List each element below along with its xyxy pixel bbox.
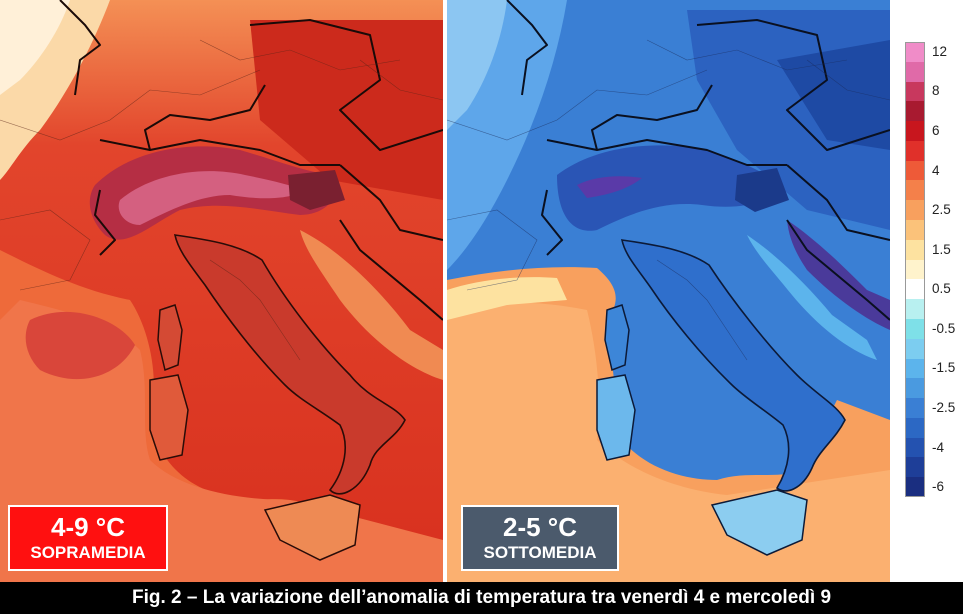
map-warm-anomaly xyxy=(0,0,443,582)
anomaly-label-cold: SOTTOMEDIA xyxy=(483,543,597,562)
anomaly-range-warm: 4-9 °C xyxy=(51,512,125,542)
color-legend: 12 8 6 4 2.5 1.5 0.5 -0.5 -1.5 -2.5 -4 -6 xyxy=(905,42,963,498)
legend-swatch xyxy=(905,279,925,300)
map-cold-anomaly xyxy=(447,0,890,582)
legend-swatch xyxy=(905,220,925,241)
legend-tick-label: 2.5 xyxy=(932,202,951,218)
legend-swatch xyxy=(905,378,925,399)
legend-swatch xyxy=(905,42,925,63)
legend-swatch xyxy=(905,299,925,320)
legend-tick-label: 1.5 xyxy=(932,241,951,257)
legend-swatch xyxy=(905,318,925,340)
legend-swatch xyxy=(905,417,925,439)
anomaly-range-cold: 2-5 °C xyxy=(503,512,577,542)
legend-tick-label: -0.5 xyxy=(932,320,956,336)
legend-swatch xyxy=(905,200,925,221)
legend-swatch xyxy=(905,101,925,122)
legend-swatch xyxy=(905,477,925,498)
legend-tick-label: 12 xyxy=(932,43,948,59)
legend-swatch xyxy=(905,239,925,261)
legend-swatch xyxy=(905,259,925,280)
map-panel-cold xyxy=(447,0,890,582)
legend-swatch xyxy=(905,121,925,142)
legend-swatch xyxy=(905,398,925,419)
legend-swatch xyxy=(905,358,925,379)
figure-caption: Fig. 2 – La variazione dell’anomalia di … xyxy=(0,582,963,614)
legend-tick-label: 8 xyxy=(932,83,940,99)
anomaly-badge-cold: 2-5 °C SOTTOMEDIA xyxy=(461,505,619,571)
legend-tick-label: -4 xyxy=(932,439,945,455)
legend-tick-label: -2.5 xyxy=(932,399,956,415)
legend-tick-label: 0.5 xyxy=(932,281,951,297)
legend-tick-label: -6 xyxy=(932,479,945,495)
legend-swatch xyxy=(905,180,925,201)
legend-swatch xyxy=(905,457,925,478)
legend-tick-label: -1.5 xyxy=(932,360,956,376)
panel-divider xyxy=(443,0,447,582)
legend-tick-label: 6 xyxy=(932,123,940,139)
legend-swatch xyxy=(905,81,925,102)
legend-swatch xyxy=(905,437,925,458)
map-panel-warm xyxy=(0,0,443,582)
legend-swatch xyxy=(905,338,925,360)
anomaly-label-warm: SOPRAMEDIA xyxy=(30,543,146,562)
legend-tick-label: 4 xyxy=(932,162,940,178)
legend-swatch xyxy=(905,61,925,83)
legend-swatch xyxy=(905,140,925,162)
legend-swatch xyxy=(905,160,925,181)
anomaly-badge-warm: 4-9 °C SOPRAMEDIA xyxy=(8,505,168,571)
